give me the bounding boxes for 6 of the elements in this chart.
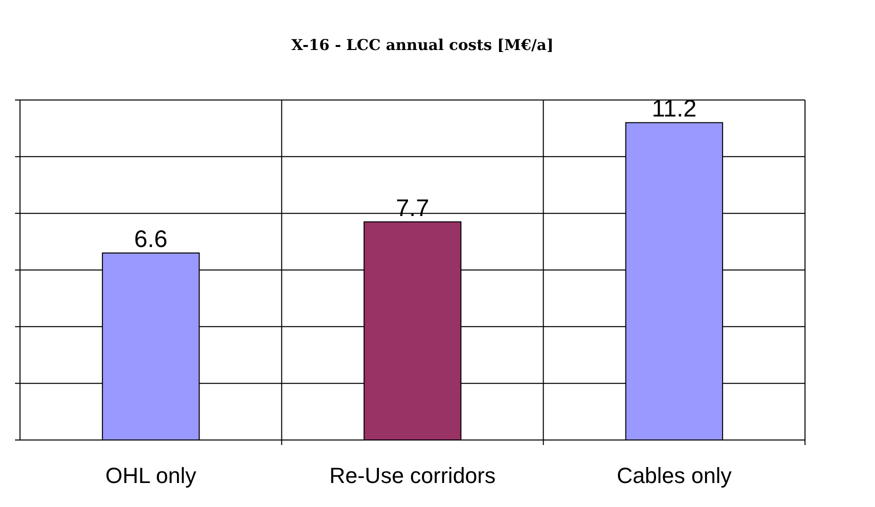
data-label: 6.6	[134, 226, 168, 253]
data-label: 11.2	[652, 96, 697, 123]
x-tick-label: OHL only	[105, 463, 196, 488]
x-tick-label: Cables only	[616, 463, 732, 488]
x-tick-label: Re-Use corridors	[329, 463, 496, 488]
chart-title: X-16 - LCC annual costs [M€/a]	[291, 36, 554, 54]
